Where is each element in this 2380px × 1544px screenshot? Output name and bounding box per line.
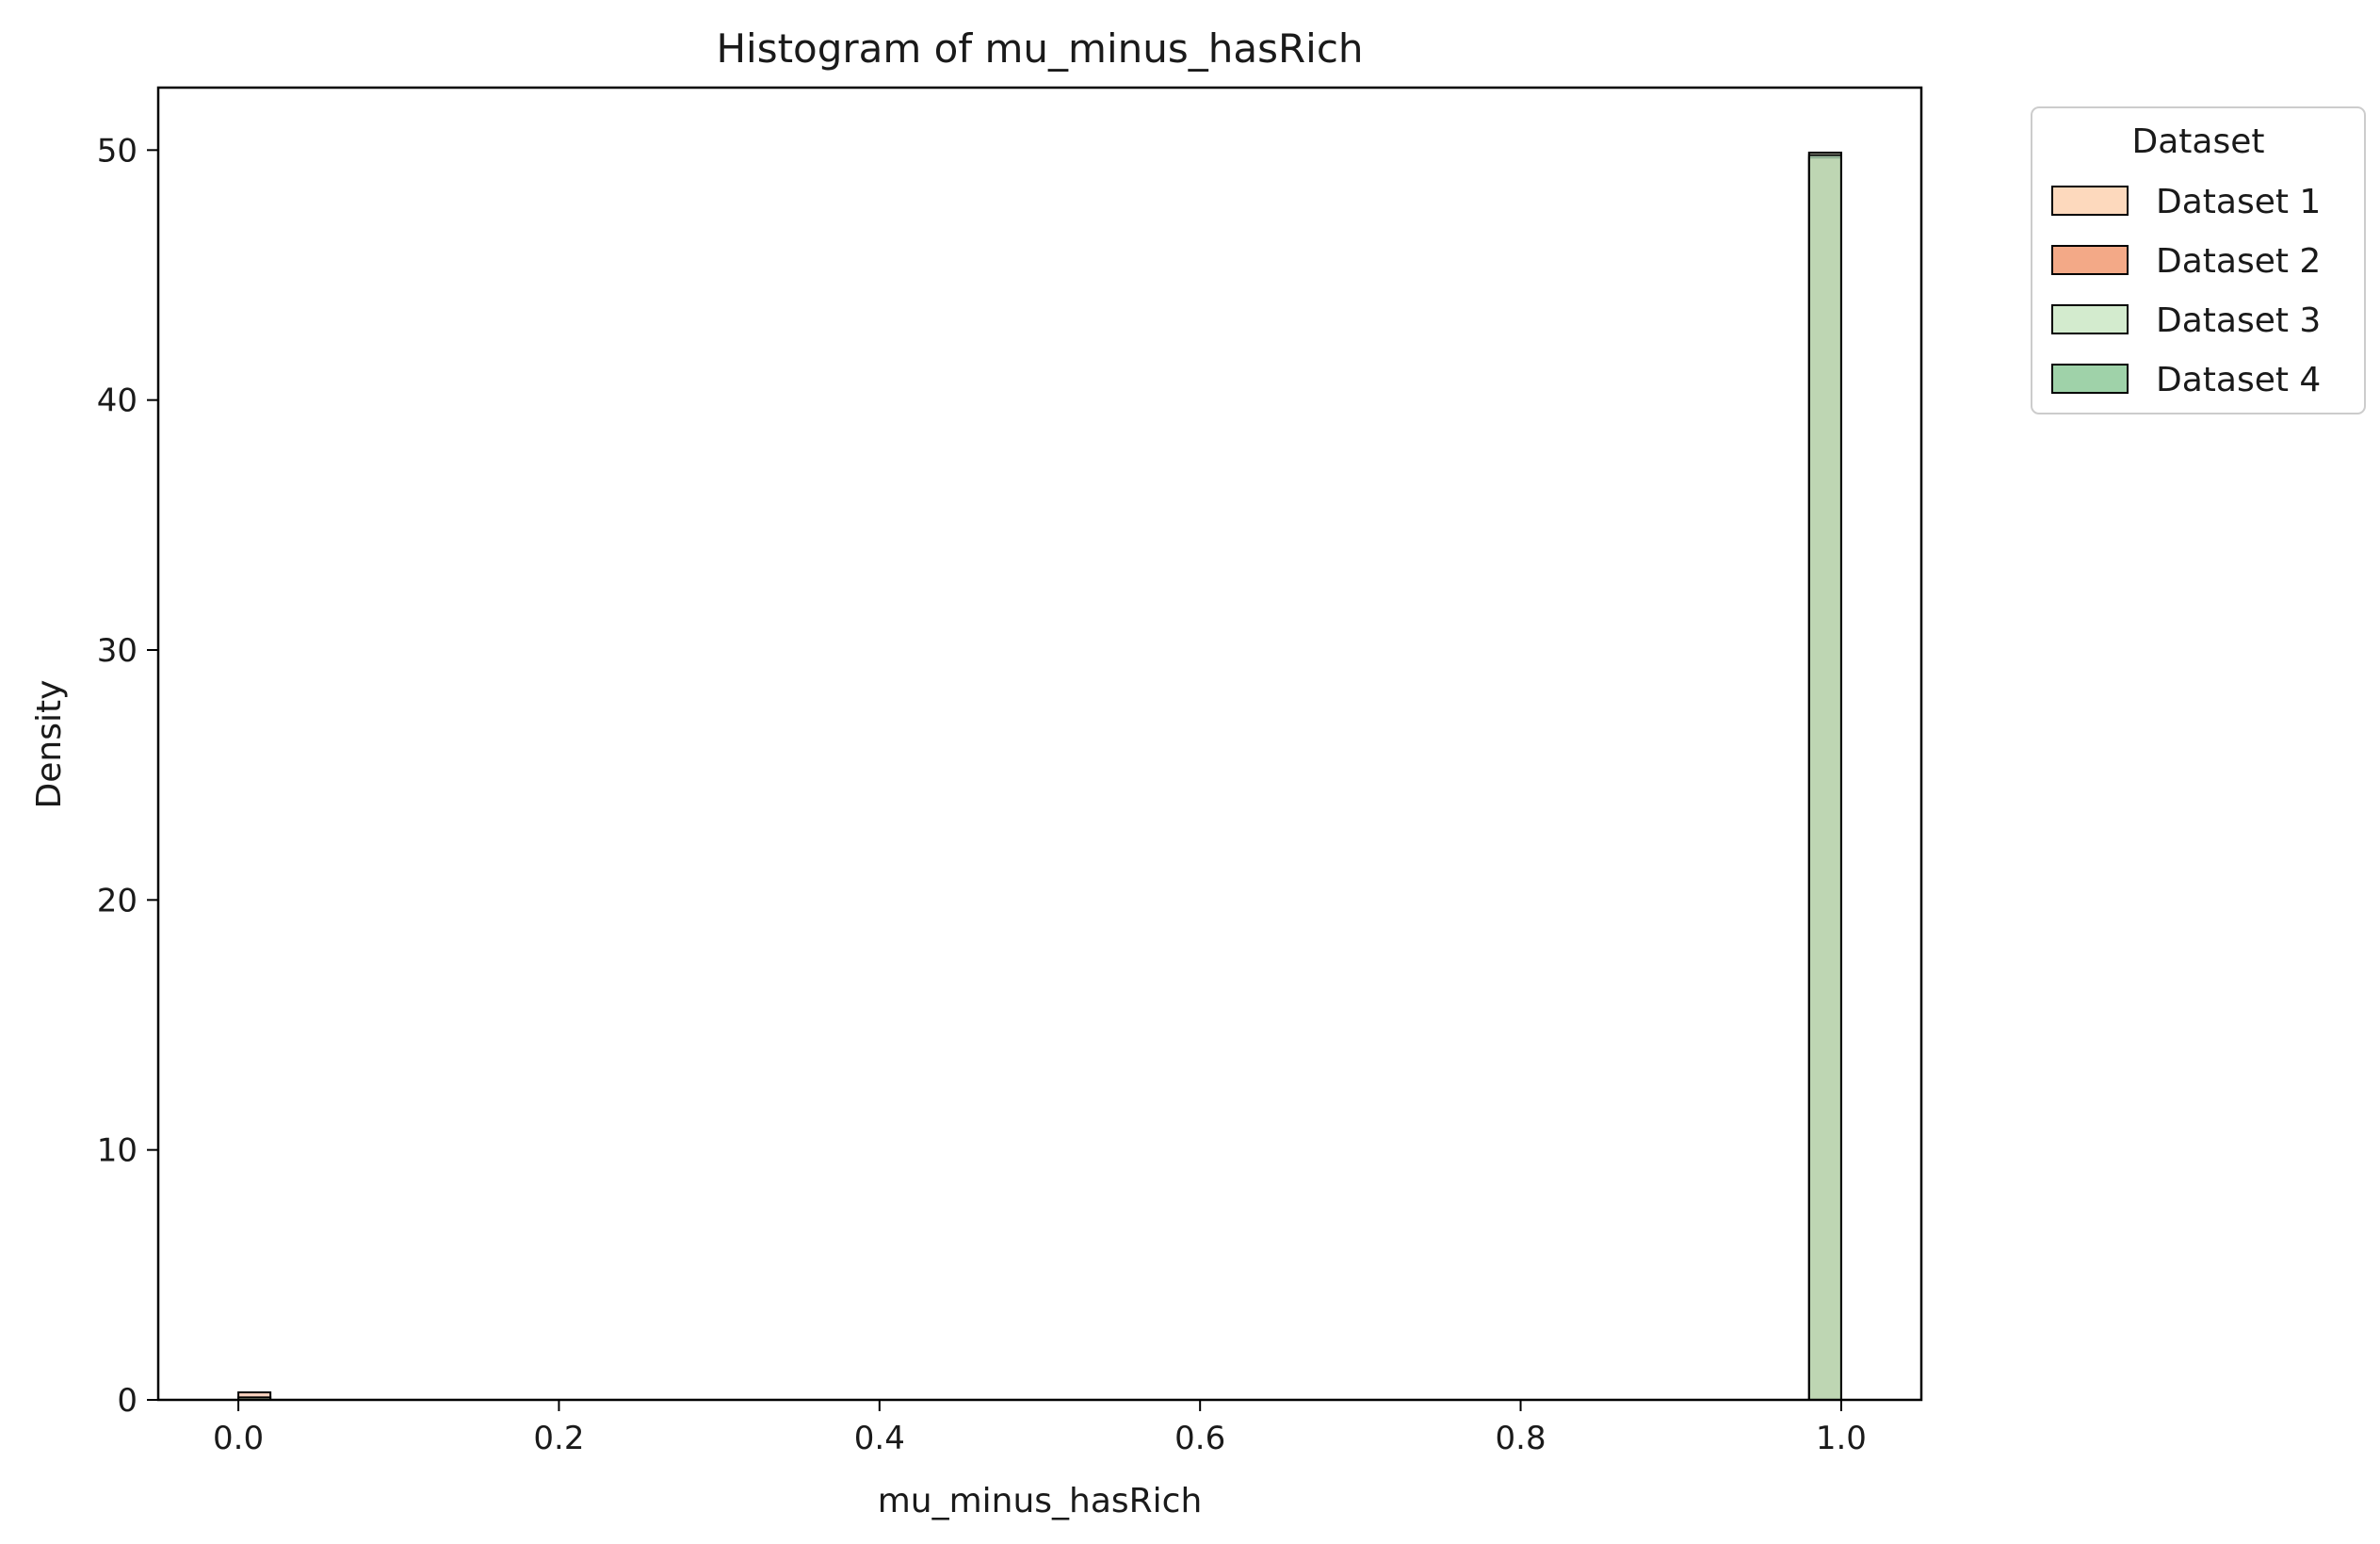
bars-layer xyxy=(237,151,1842,1402)
legend-swatch-1 xyxy=(2051,186,2129,216)
x-axis-label: mu_minus_hasRich xyxy=(878,1482,1203,1520)
y-tick-label: 40 xyxy=(97,382,138,420)
legend-swatch-3 xyxy=(2051,304,2129,334)
x-tick-label: 1.0 xyxy=(1816,1420,1867,1457)
x-tick-label: 0.8 xyxy=(1496,1420,1546,1457)
chart-title: Histogram of mu_minus_hasRich xyxy=(716,25,1363,72)
y-tick-label: 30 xyxy=(97,632,138,670)
y-tick-label: 10 xyxy=(97,1132,138,1170)
legend-label-4: Dataset 4 xyxy=(2156,361,2321,399)
plot-frame xyxy=(156,86,1923,1402)
legend-swatch-4 xyxy=(2051,364,2129,394)
y-axis-ticks: 0 10 20 30 40 50 xyxy=(97,132,158,1420)
x-tick-label: 0.0 xyxy=(213,1420,264,1457)
y-tick-label: 20 xyxy=(97,882,138,919)
y-axis-label: Density xyxy=(30,680,69,809)
legend-title: Dataset xyxy=(2132,122,2265,161)
legend-frame xyxy=(2031,106,2366,414)
legend-label-1: Dataset 1 xyxy=(2156,183,2321,221)
y-tick-label: 0 xyxy=(117,1382,138,1420)
x-tick-label: 0.2 xyxy=(533,1420,584,1457)
bar-series-4-bin-2 xyxy=(1807,154,1842,1401)
legend: Dataset Dataset 1 Dataset 2 Dataset 3 Datase… xyxy=(2031,106,2366,414)
x-tick-label: 0.4 xyxy=(854,1420,905,1457)
legend-label-3: Dataset 3 xyxy=(2156,301,2321,340)
x-axis-ticks: 0.0 0.2 0.4 0.6 0.8 1.0 xyxy=(213,1400,1867,1457)
y-tick-label: 50 xyxy=(97,132,138,170)
legend-swatch-2 xyxy=(2051,245,2129,275)
legend-label-2: Dataset 2 xyxy=(2156,242,2321,281)
x-tick-label: 0.6 xyxy=(1174,1420,1225,1457)
